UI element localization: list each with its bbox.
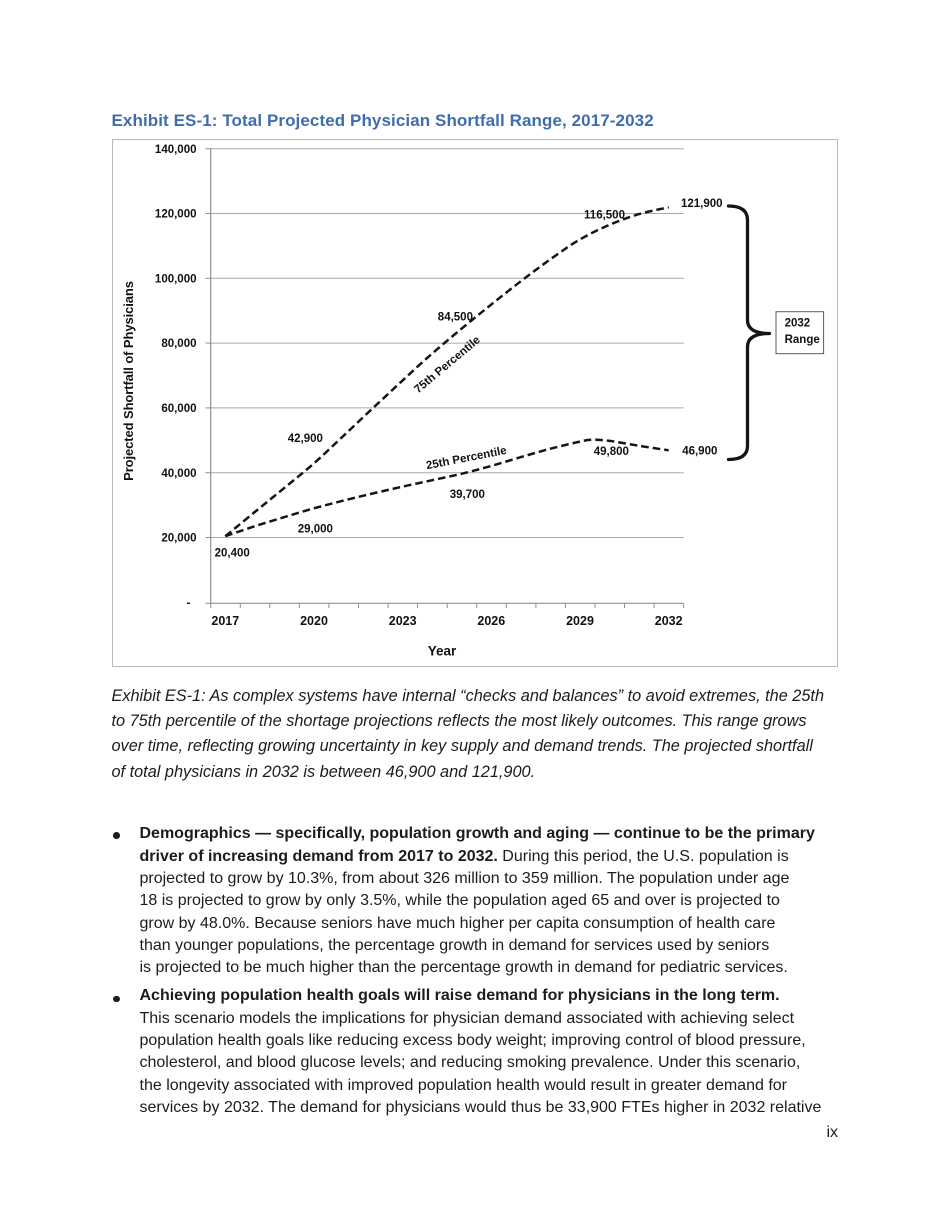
svg-text:140,000: 140,000	[155, 144, 197, 156]
svg-text:49,800: 49,800	[594, 446, 629, 458]
svg-text:121,900: 121,900	[681, 198, 723, 210]
svg-text:2017: 2017	[211, 614, 239, 628]
svg-text:29,000: 29,000	[298, 524, 333, 536]
svg-text:Projected Shortfall of Physici: Projected Shortfall of Physicians	[121, 281, 136, 481]
svg-text:2026: 2026	[477, 614, 505, 628]
svg-text:80,000: 80,000	[161, 338, 196, 350]
svg-text:2029: 2029	[566, 614, 594, 628]
svg-text:Range: Range	[785, 334, 820, 346]
svg-text:20,400: 20,400	[215, 548, 250, 560]
svg-text:42,900: 42,900	[288, 433, 323, 445]
svg-text:25th Percentile: 25th Percentile	[425, 445, 508, 472]
svg-text:20,000: 20,000	[161, 533, 196, 545]
svg-text:46,900: 46,900	[682, 446, 717, 458]
svg-text:-: -	[187, 598, 191, 610]
svg-text:39,700: 39,700	[450, 489, 485, 501]
svg-text:116,500: 116,500	[584, 209, 625, 221]
svg-text:60,000: 60,000	[161, 403, 196, 415]
svg-text:120,000: 120,000	[155, 209, 197, 221]
svg-text:2023: 2023	[389, 614, 417, 628]
svg-text:2032: 2032	[785, 317, 811, 329]
svg-text:Year: Year	[428, 644, 457, 659]
svg-text:2020: 2020	[300, 614, 328, 628]
svg-text:84,500: 84,500	[438, 311, 473, 323]
svg-text:100,000: 100,000	[155, 273, 197, 285]
svg-text:2032: 2032	[655, 614, 683, 628]
svg-text:40,000: 40,000	[161, 468, 196, 480]
